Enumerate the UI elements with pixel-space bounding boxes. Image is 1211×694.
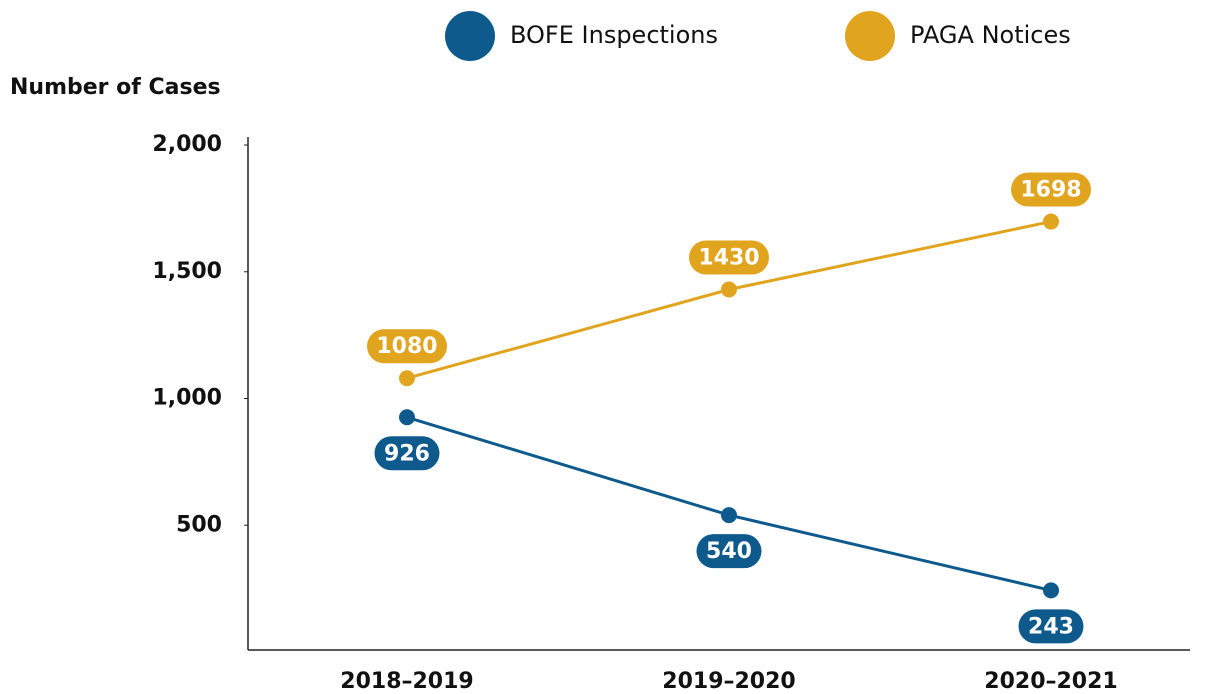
data-label: 1080 [376,334,437,359]
data-point [399,370,415,387]
x-tick-label: 2018–2019 [340,669,473,694]
data-label: 243 [1028,614,1074,639]
legend-swatch [845,11,895,61]
y-tick-label: 1,000 [152,386,222,411]
data-label-pill [1011,172,1091,207]
data-label: 1430 [698,245,759,270]
data-point [399,409,415,426]
legend-swatch [445,11,495,61]
data-label: 926 [384,441,430,466]
data-label: 1698 [1020,178,1081,203]
data-label-pill [374,436,440,471]
data-point [1043,213,1059,230]
data-label-pill [367,329,447,364]
data-point [1043,582,1059,599]
data-label-pill [1018,609,1084,644]
y-axis-label: Number of Cases [10,75,221,100]
data-label: 540 [706,539,752,564]
x-tick-label: 2019–2020 [662,669,795,694]
data-label-pill [689,240,769,275]
y-tick-label: 500 [176,512,222,537]
legend-label: PAGA Notices [910,21,1071,49]
data-label-pill [696,534,762,569]
data-point [721,507,737,524]
y-tick-label: 2,000 [152,132,222,157]
data-point [721,281,737,298]
x-tick-label: 2020–2021 [984,669,1117,694]
legend-label: BOFE Inspections [510,21,718,49]
y-tick-label: 1,500 [152,259,222,284]
